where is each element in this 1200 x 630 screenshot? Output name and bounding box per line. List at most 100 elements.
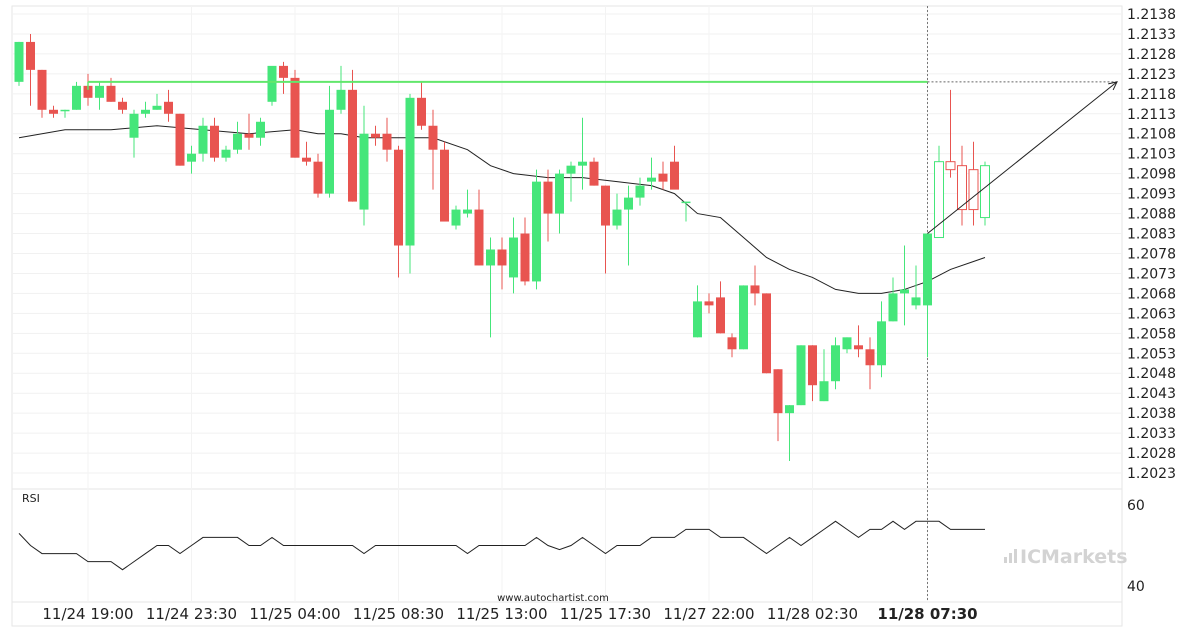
candle-body [900,289,909,294]
candle [704,293,714,314]
candle-body [566,165,576,174]
candle [348,69,357,202]
candle [670,145,679,190]
candle [382,117,392,162]
candle [911,265,921,310]
candle-body [129,113,139,138]
candle [497,237,507,290]
candle [244,113,254,150]
candle [727,333,737,358]
candle-body [49,109,58,114]
candle-body [865,349,875,366]
candle [72,81,81,110]
candle-body [532,181,541,282]
price-tick-label: 1.2138 [1127,7,1176,23]
candle-body [463,209,472,214]
candle [681,201,691,222]
candle-body [198,125,208,154]
brand-bar-3 [1014,549,1017,563]
candle [164,89,173,122]
candle-body [164,101,173,114]
candle [118,97,127,114]
candle [877,301,886,378]
candle-body [635,185,645,198]
projection-arrow-line [927,81,1118,234]
candle-body [647,177,656,182]
candle-body [957,165,967,211]
candle [267,65,277,106]
candle-body [141,109,150,114]
candle-body [405,97,415,246]
candle [968,141,979,226]
candle-body [428,125,438,150]
candle [624,185,633,266]
candle-body [267,65,277,102]
candle [302,141,311,166]
price-tick-label: 1.2023 [1127,466,1176,482]
rsi-label: RSI [22,492,40,505]
candle-body [727,337,737,350]
candle [739,285,748,350]
candle-body [95,85,104,98]
price-tick-label: 1.2123 [1127,67,1176,83]
gridlines [12,6,1122,602]
brand-bar-1 [1004,557,1007,563]
candle [647,157,656,190]
candle [371,125,380,146]
candle [210,117,219,162]
candle [256,117,265,146]
candle-body [359,133,369,210]
candle-body [601,185,610,226]
candle-body [888,293,898,322]
candle-body [72,85,81,110]
price-tick-label: 1.2068 [1127,286,1176,302]
brand-name: ICMarkets [1020,546,1128,568]
candle [95,81,104,110]
candle-body [221,149,231,158]
price-tick-label: 1.2108 [1127,127,1176,143]
price-tick-label: 1.2128 [1127,47,1176,63]
candle [819,349,829,402]
candle [451,205,461,230]
time-tick-label: 11/25 17:30 [560,605,651,623]
candle-body [497,249,507,266]
candle [463,189,472,218]
price-tick-label: 1.2118 [1127,87,1176,103]
candle-body [945,161,956,171]
candle-body [704,301,714,306]
price-tick-label: 1.2053 [1127,346,1176,362]
candle [141,101,150,118]
price-tick-label: 1.2133 [1127,27,1176,43]
candle-body [37,69,47,110]
candle [635,177,645,206]
candle-body [543,181,553,214]
candle-body [612,209,622,226]
candle [808,345,817,402]
candle [900,245,909,326]
candle [762,293,771,374]
candle [945,89,956,178]
candle-body [911,297,921,306]
main-panel [11,5,1123,490]
candle-body [923,233,932,306]
price-tick-label: 1.2103 [1127,147,1176,163]
candle [313,153,323,198]
price-tick-label: 1.2098 [1127,167,1176,183]
candle [359,105,369,226]
candle [831,337,840,390]
candle [129,109,139,158]
candle-body [451,209,461,226]
candle [198,117,208,162]
candle-body [336,89,346,110]
candle-body [785,405,794,414]
candle-body [796,345,806,406]
resistance-level [87,80,1118,234]
candle [233,121,242,154]
candle-body [520,233,530,282]
candle [693,285,702,338]
candle-body [693,301,702,338]
candle [474,189,484,266]
candle-body [578,161,587,166]
candle [578,117,587,190]
candle-body [348,89,357,202]
